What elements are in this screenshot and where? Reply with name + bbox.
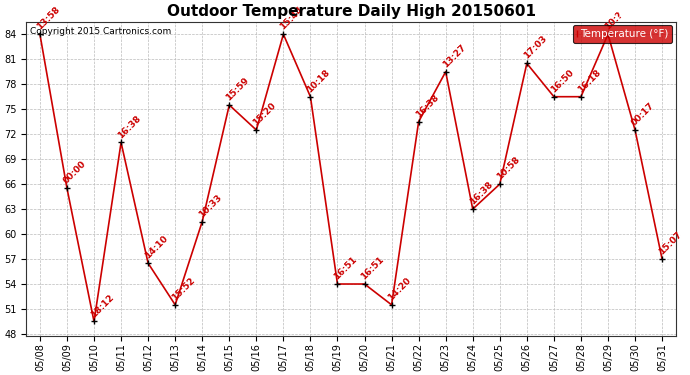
Text: 13:27: 13:27 — [441, 42, 467, 69]
Text: 15:07: 15:07 — [657, 230, 684, 256]
Text: 14:10: 14:10 — [143, 234, 170, 261]
Text: 10:33: 10:33 — [197, 192, 224, 219]
Text: 16:38: 16:38 — [468, 180, 494, 207]
Text: 15:44: 15:44 — [278, 5, 305, 32]
Text: 15:59: 15:59 — [224, 76, 251, 102]
Title: Outdoor Temperature Daily High 20150601: Outdoor Temperature Daily High 20150601 — [166, 4, 535, 19]
Text: 16:38: 16:38 — [413, 93, 440, 119]
Text: 16:38: 16:38 — [116, 113, 143, 140]
Text: Copyright 2015 Cartronics.com: Copyright 2015 Cartronics.com — [30, 27, 171, 36]
Text: 10:58: 10:58 — [495, 155, 521, 182]
Text: 16:50: 16:50 — [549, 68, 575, 94]
Text: 10:?: 10:? — [603, 10, 624, 32]
Legend: Temperature (°F): Temperature (°F) — [573, 25, 673, 43]
Text: 10:18: 10:18 — [306, 68, 332, 94]
Text: 15:20: 15:20 — [251, 101, 278, 128]
Text: 16:51: 16:51 — [359, 255, 386, 282]
Text: 15:52: 15:52 — [170, 276, 197, 302]
Text: 18:12: 18:12 — [89, 292, 116, 319]
Text: 17:03: 17:03 — [522, 34, 549, 61]
Text: 16:18: 16:18 — [576, 68, 602, 94]
Text: 14:20: 14:20 — [386, 276, 413, 302]
Text: 13:58: 13:58 — [35, 5, 61, 32]
Text: 00:00: 00:00 — [62, 159, 88, 186]
Text: 00:17: 00:17 — [630, 101, 657, 128]
Text: 16:51: 16:51 — [333, 255, 359, 282]
